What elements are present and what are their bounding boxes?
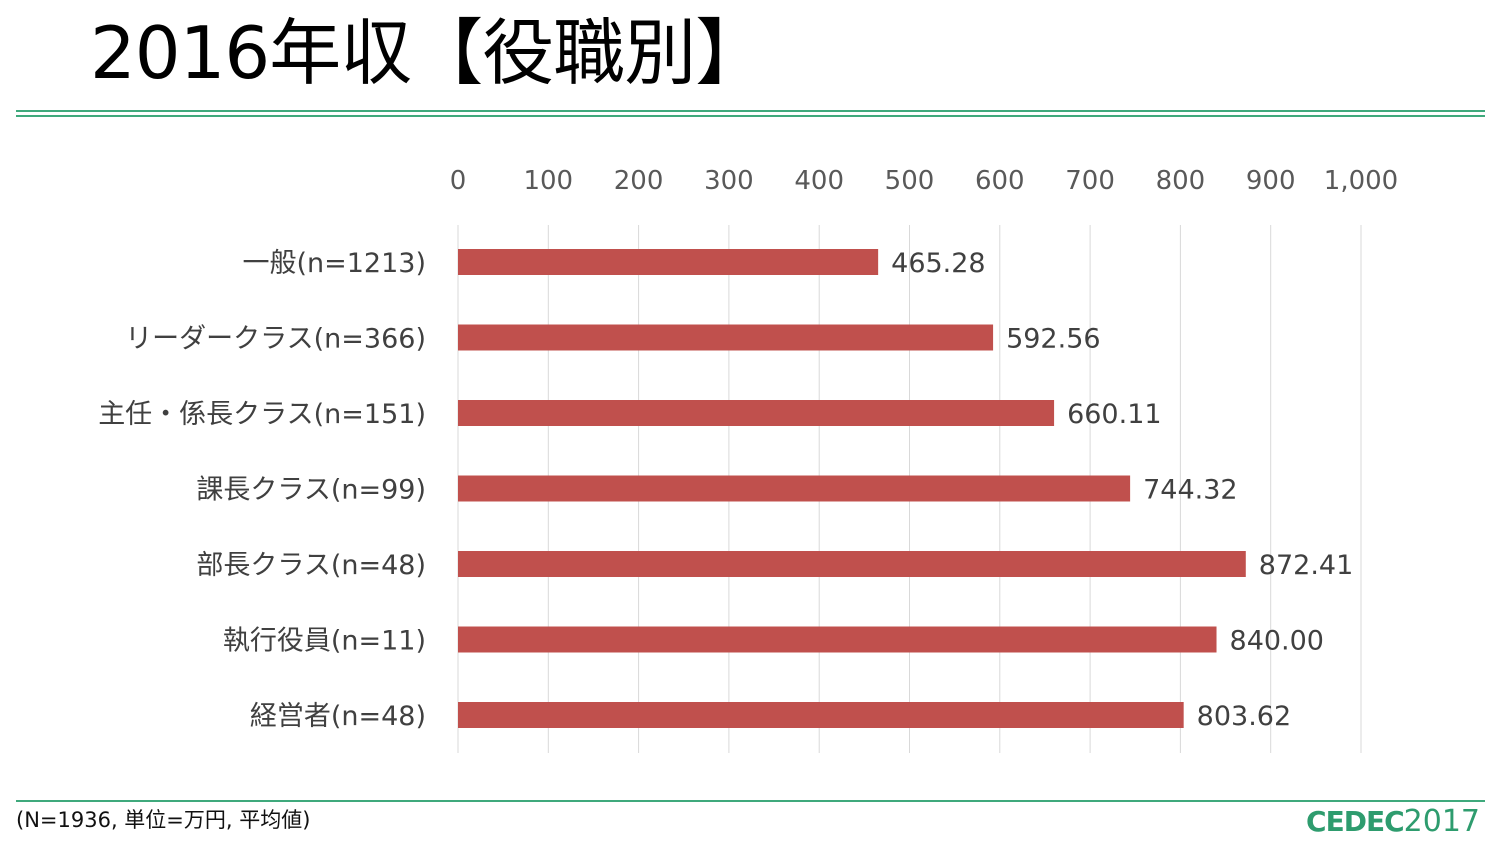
data-label-3: 744.32 — [1143, 475, 1237, 506]
x-tick-label-7: 700 — [1065, 166, 1115, 196]
x-tick-label-9: 900 — [1246, 166, 1296, 196]
data-label-5: 840.00 — [1230, 626, 1324, 657]
category-label-4: 部長クラス(n=48) — [196, 550, 426, 581]
data-label-4: 872.41 — [1259, 550, 1353, 581]
data-label-6: 803.62 — [1197, 701, 1291, 732]
bar-layer — [458, 249, 1246, 728]
bar-2 — [458, 400, 1055, 426]
category-label-1: リーダークラス(n=366) — [125, 324, 426, 355]
category-label-layer: 一般(n=1213) リーダークラス(n=366) 主任・係長クラス(n=151) 課… — [98, 248, 426, 732]
data-label-1: 592.56 — [1006, 324, 1100, 355]
bar-6 — [458, 702, 1184, 728]
bar-3 — [458, 475, 1131, 502]
logo-brand: CEDEC — [1306, 805, 1405, 838]
logo-year: 2017 — [1403, 804, 1480, 839]
category-label-2: 主任・係長クラス(n=151) — [98, 399, 426, 430]
footnote: (N=1936, 単位=万円, 平均値) — [16, 808, 311, 832]
x-tick-label-5: 500 — [885, 166, 935, 196]
cedec-logo: CEDEC2017 — [1306, 806, 1480, 838]
data-label-0: 465.28 — [891, 248, 985, 279]
data-label-layer: 465.28 592.56 660.11 744.32 872.41 840.00 803.… — [891, 248, 1353, 732]
footer-rule — [16, 800, 1485, 802]
x-tick-label-10: 1,000 — [1324, 166, 1398, 196]
x-tick-label-6: 600 — [975, 166, 1025, 196]
x-tick-label-2: 200 — [614, 166, 664, 196]
bar-5 — [458, 626, 1217, 653]
bar-chart: 0 100 200 300 400 500 600 700 800 900 1,000 一般(n=1… — [98, 166, 1398, 753]
category-label-6: 経営者(n=48) — [250, 701, 426, 732]
category-label-0: 一般(n=1213) — [242, 248, 426, 279]
title-rule-bottom — [16, 115, 1485, 117]
x-tick-label-0: 0 — [450, 166, 467, 196]
category-label-5: 執行役員(n=11) — [223, 626, 426, 657]
data-label-2: 660.11 — [1067, 399, 1161, 430]
title-rule-top — [16, 110, 1485, 112]
slide-title: 2016年収【役職別】 — [90, 11, 767, 95]
x-tick-label-1: 100 — [523, 166, 573, 196]
x-tick-label-4: 400 — [794, 166, 844, 196]
x-tick-label-3: 300 — [704, 166, 754, 196]
category-label-3: 課長クラス(n=99) — [196, 475, 426, 506]
bar-4 — [458, 551, 1246, 577]
tick-label-layer: 0 100 200 300 400 500 600 700 800 900 1,000 — [450, 166, 1398, 196]
bar-0 — [458, 249, 879, 275]
bar-1 — [458, 324, 994, 351]
x-tick-label-8: 800 — [1156, 166, 1206, 196]
